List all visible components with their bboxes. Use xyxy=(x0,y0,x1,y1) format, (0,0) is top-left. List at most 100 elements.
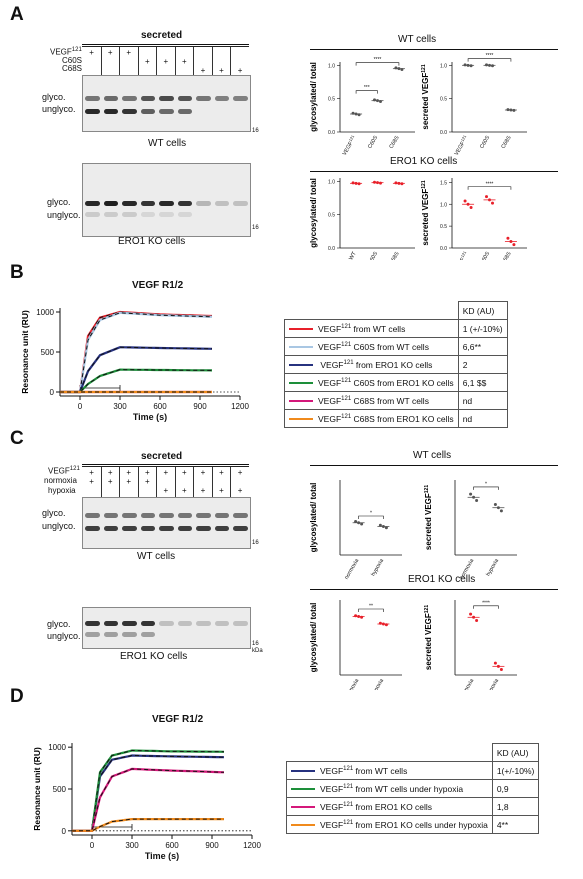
data-point xyxy=(493,502,497,506)
plus-sign: + xyxy=(182,486,187,495)
legend-entry: VEGF121 C60S from WT cells xyxy=(284,337,459,356)
data-point xyxy=(357,521,361,525)
data-point xyxy=(509,239,513,243)
plus-sign: + xyxy=(163,468,169,477)
grid-divider xyxy=(156,47,158,75)
data-point xyxy=(394,66,398,70)
fit-line xyxy=(60,311,213,393)
x-tick-label: 0 xyxy=(90,841,95,850)
y-tick-label: 0.0 xyxy=(440,246,447,252)
significance-bracket xyxy=(358,515,384,519)
legend-swatch xyxy=(291,806,315,809)
panel-label-d: D xyxy=(10,686,24,707)
significance-label: **** xyxy=(374,57,382,63)
legend-swatch xyxy=(289,328,313,331)
fit-line xyxy=(60,346,213,393)
data-point xyxy=(485,195,488,199)
glyco-label-c: glyco. xyxy=(42,508,66,518)
y-axis-label: secreted VEGF121 xyxy=(424,605,433,670)
legend-row: VEGF121 from WT cells 1(+/-10%) xyxy=(286,761,540,780)
y-tick-label: 1.0 xyxy=(440,202,447,208)
western-blot-ero1-c xyxy=(82,607,251,649)
western-blot-wt-c xyxy=(82,497,251,549)
x-tick-label: VEGF121 xyxy=(452,133,470,156)
y-axis-label: glycosylated/ total xyxy=(309,178,318,248)
gel-band xyxy=(122,513,137,518)
significance-bracket xyxy=(467,58,512,62)
wt-title-rule xyxy=(310,49,558,50)
plus-sign: + xyxy=(219,468,224,477)
legend-entry: VEGF121 from ERO1 KO cells xyxy=(284,355,459,374)
gel-band xyxy=(122,96,137,101)
legend-swatch xyxy=(291,824,315,827)
panel-c-plots: glycosylated/ total normoxia hypoxia * secre… xyxy=(309,480,517,690)
gel-band xyxy=(177,96,193,101)
plus-sign: + xyxy=(144,477,150,486)
ero1-title: ERO1 KO cells xyxy=(390,156,458,167)
gel-band xyxy=(159,96,174,101)
y-axis-label: Resonance unit (RU) xyxy=(20,310,30,394)
legend-entry: VEGF121 C68S from ERO1 KO cells xyxy=(284,409,459,428)
y-tick-label: 0 xyxy=(62,827,67,836)
gel-band xyxy=(159,201,174,206)
grid-divider xyxy=(100,47,102,75)
ero1-title-rule-c xyxy=(310,589,558,590)
wt-cells-caption: WT cells xyxy=(148,138,187,149)
significance-bracket xyxy=(473,486,499,490)
legend-row: VEGF121 from ERO1 KO cells 1,8 xyxy=(286,797,540,816)
secreted-rule xyxy=(82,44,249,45)
significance-label: * xyxy=(370,511,372,517)
plus-sign: + xyxy=(237,468,243,477)
gel-band xyxy=(140,526,156,531)
grid-divider xyxy=(193,467,195,497)
y-tick-label: 1000 xyxy=(48,743,66,752)
gel-band xyxy=(85,109,100,114)
gel-band xyxy=(177,621,193,626)
data-point xyxy=(354,520,358,524)
vegf-row-label: VEGF121 xyxy=(50,47,82,57)
legend-swatch xyxy=(289,400,313,403)
legend-entry: VEGF121 from ERO1 KO cells under hypoxia xyxy=(286,815,493,834)
y-tick-label: 1000 xyxy=(36,308,54,317)
x-tick-label: C60S xyxy=(367,135,379,150)
gel-band xyxy=(140,621,156,626)
glyco-label: glyco. xyxy=(42,92,66,102)
legend-swatch xyxy=(289,418,313,421)
data-point xyxy=(354,614,358,618)
data-point xyxy=(472,495,476,499)
gel-band xyxy=(103,212,119,217)
fit-line xyxy=(71,818,224,832)
gel-band xyxy=(196,526,211,531)
data-point xyxy=(512,108,516,112)
kd-table-d: KD (AU) VEGF121 from WT cells 1(+/-10%) VEG… xyxy=(286,743,540,834)
x-tick-label: C68S xyxy=(389,251,401,260)
data-point xyxy=(378,621,382,625)
kd-value: 1,8 xyxy=(491,797,540,816)
blot-title-a: secreted xyxy=(141,30,183,41)
y-axis-label: secreted VEGF121 xyxy=(421,180,430,245)
data-point xyxy=(472,615,476,619)
legend-row: VEGF121 from ERO1 KO cells under hypoxia… xyxy=(286,815,540,834)
treatment-grid: + + + + + + + + + xyxy=(82,46,249,75)
y-tick-label: 0 xyxy=(50,388,55,397)
gel-band xyxy=(196,621,211,626)
gel-band xyxy=(159,621,174,626)
gel-band xyxy=(233,201,248,206)
y-tick-label: 0.5 xyxy=(328,213,335,219)
legend-row: VEGF121 from ERO1 KO cells 2 xyxy=(284,355,508,374)
gel-band xyxy=(122,109,137,114)
plus-sign: + xyxy=(89,48,94,57)
plus-sign: + xyxy=(200,486,206,495)
gel-band xyxy=(85,526,100,531)
x-tick-label: 1200 xyxy=(243,841,261,850)
wt-title-rule-c xyxy=(310,465,558,466)
significance-bracket xyxy=(355,90,378,94)
x-tick-label: C68S xyxy=(501,251,513,260)
kd-value: 4** xyxy=(491,815,540,834)
y-tick-label: 0.0 xyxy=(328,246,335,252)
panel-label-c: C xyxy=(10,428,24,449)
significance-label: * xyxy=(485,481,487,487)
gel-band xyxy=(140,513,156,518)
plus-sign: + xyxy=(200,468,206,477)
data-point xyxy=(493,661,497,665)
